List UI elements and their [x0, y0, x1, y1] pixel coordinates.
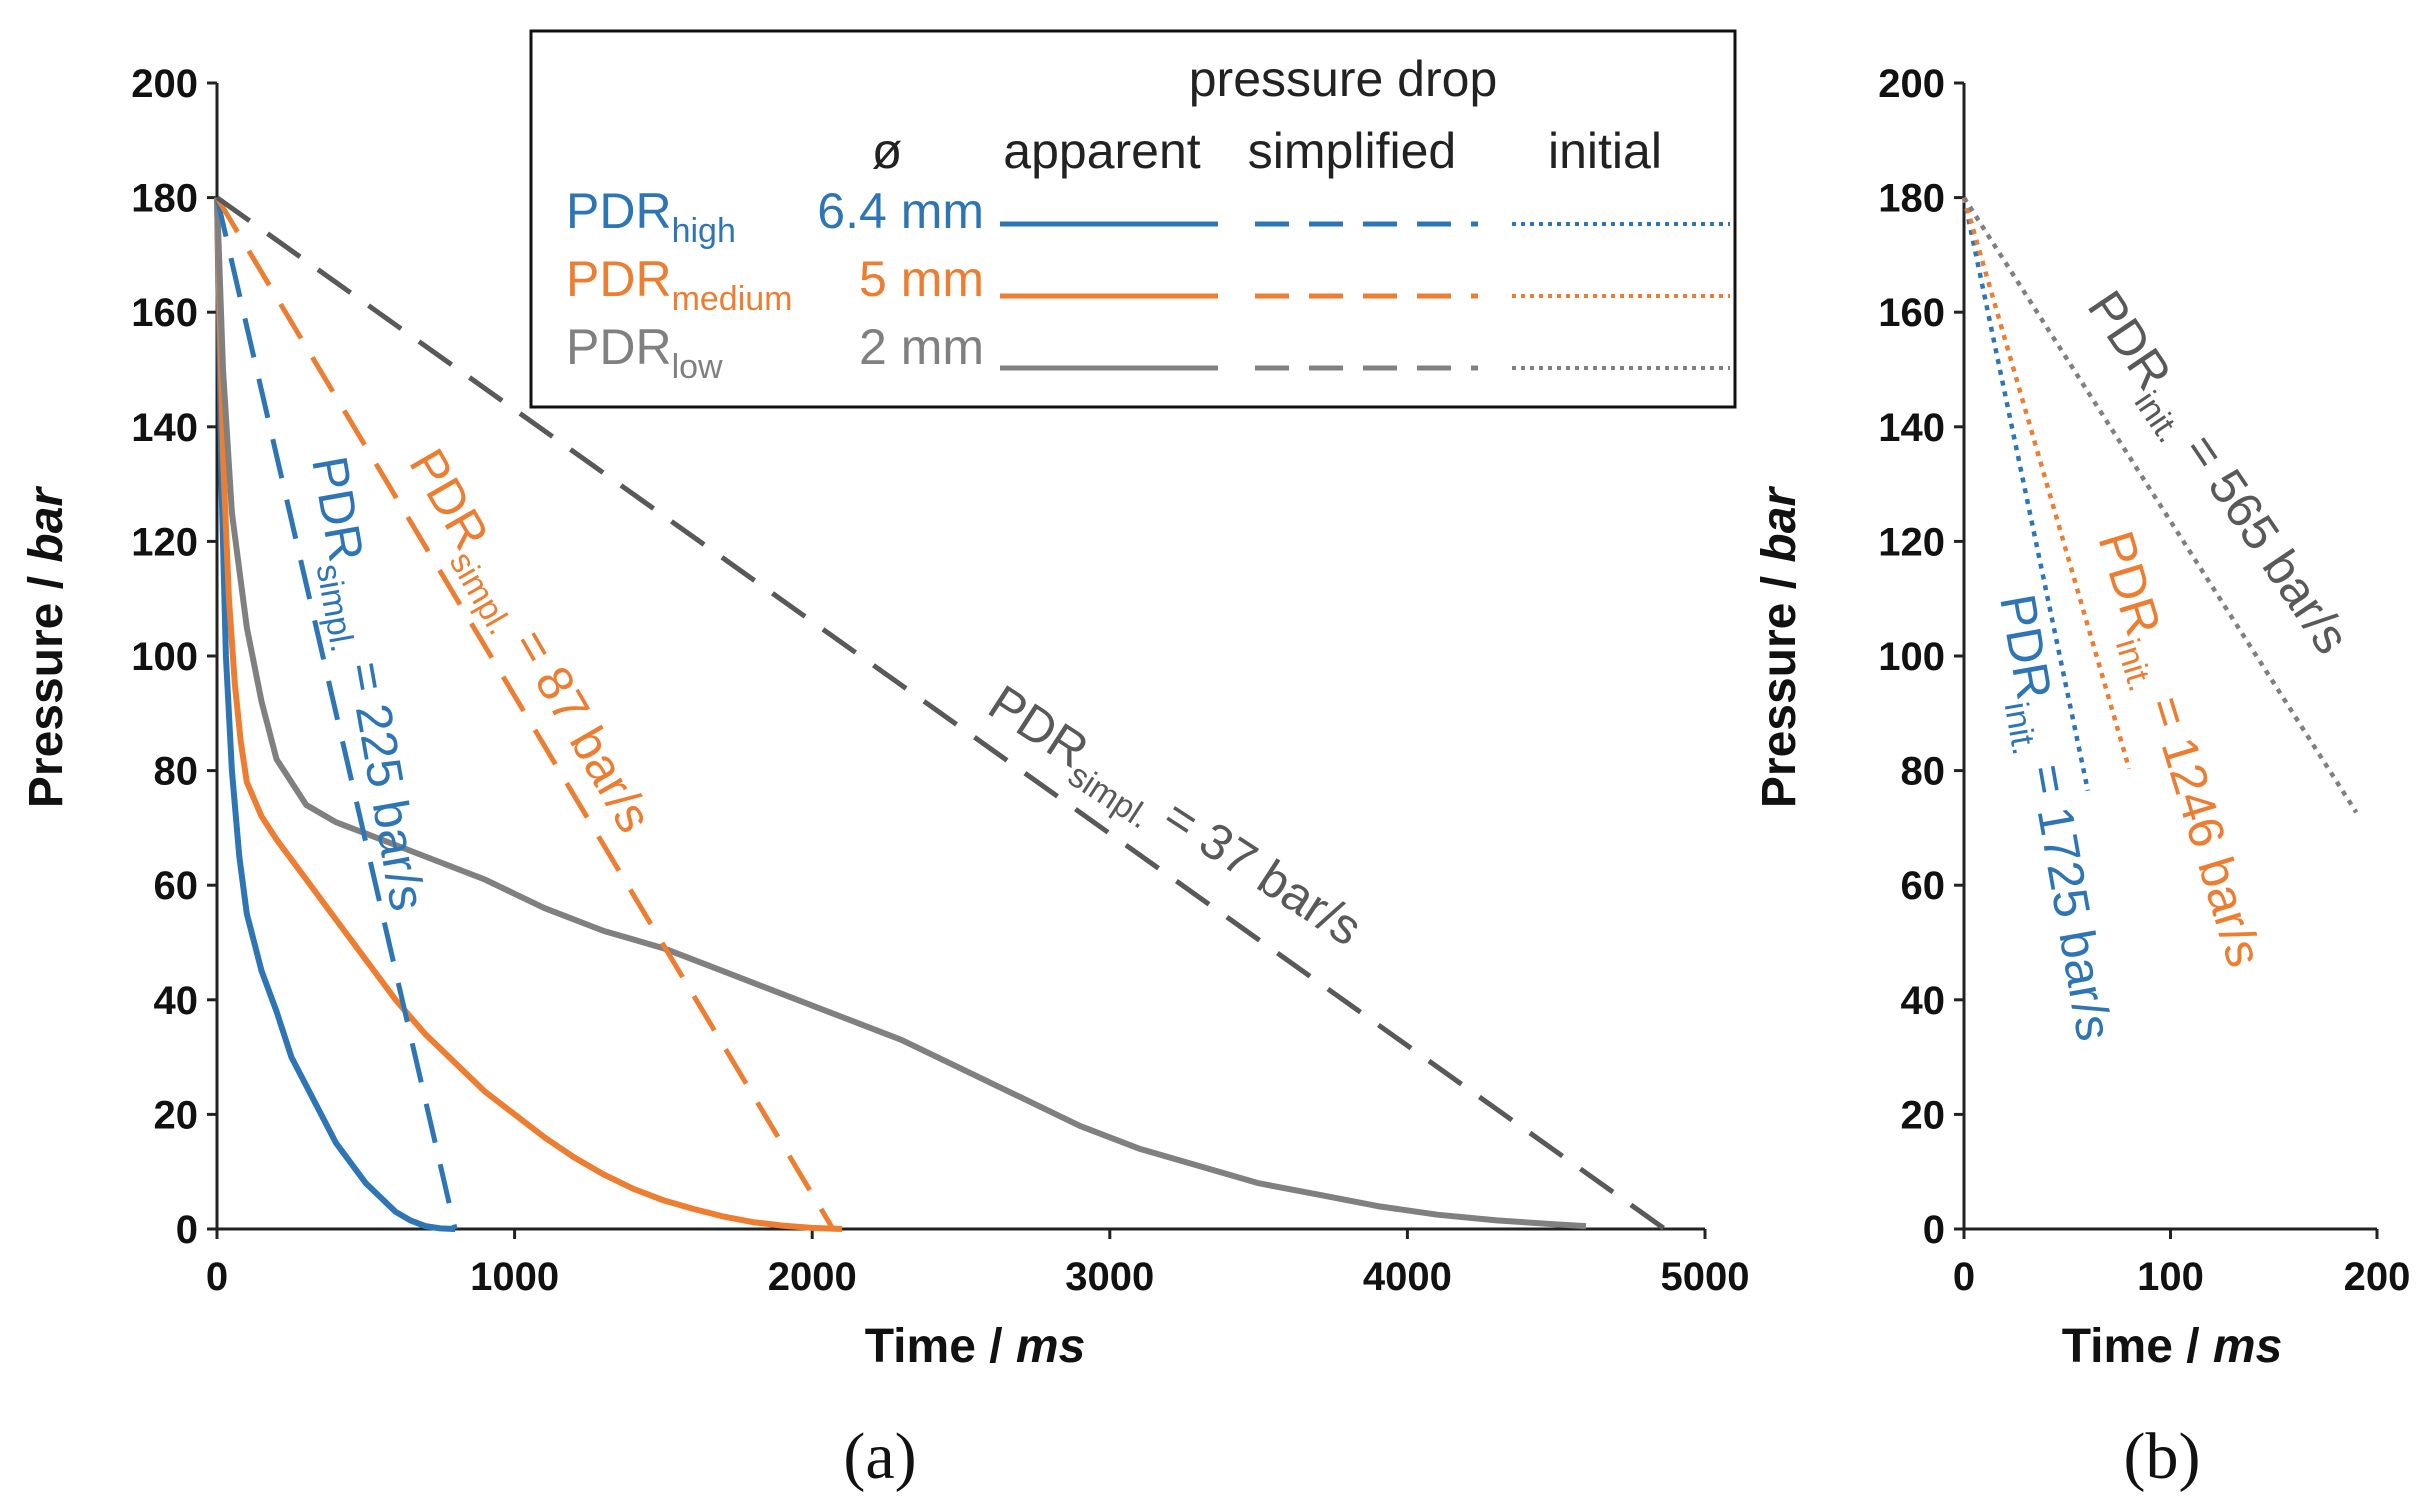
- y-tick-label: 40: [154, 979, 199, 1023]
- annotation-main: PDR: [301, 452, 374, 566]
- annotation-label: PDRsimpl. = 87 bar/s: [389, 440, 663, 848]
- y-axis-label-text: Pressure /: [20, 563, 73, 808]
- y-tick-label: 180: [1878, 177, 1945, 221]
- y-tick-label: 140: [1878, 406, 1945, 450]
- y-tick-label: 60: [1901, 864, 1946, 908]
- annotation-label: PDRsimpl. = 225 bar/s: [290, 452, 436, 916]
- annotation-value: = 1725 bar/s: [2017, 746, 2123, 1045]
- x-tick-label: 0: [1953, 1255, 1975, 1299]
- legend: pressure drop ø apparent simplified initial P…: [529, 29, 1737, 409]
- legend-row-diameter: 5 mm: [859, 251, 984, 307]
- annotation-value: = 1246 bar/s: [2134, 676, 2273, 973]
- series-pdr-medium-simplified: [214, 196, 836, 1231]
- y-tick-label: 60: [154, 864, 199, 908]
- y-tick-label: 0: [1923, 1208, 1945, 1252]
- y-tick-label: 200: [131, 62, 198, 106]
- x-axis-label-text: Time /: [865, 1320, 1016, 1373]
- annotation-sub: simpl.: [309, 561, 362, 655]
- panel-label: (a): [843, 1420, 916, 1493]
- legend-row-main: PDR: [566, 183, 672, 239]
- series-pdr-low-initial: [1962, 196, 2359, 814]
- y-tick-label: 20: [154, 1093, 199, 1137]
- x-tick-label: 200: [2344, 1255, 2411, 1299]
- x-tick-label: 4000: [1363, 1255, 1452, 1299]
- annotation-value: = 37 bar/s: [1142, 780, 1372, 956]
- series-pdr-low-simplified: [215, 195, 1667, 1232]
- legend-row-sub: medium: [672, 280, 793, 318]
- annotation-sub: init.: [1997, 699, 2044, 758]
- x-tick-label: 1000: [470, 1255, 559, 1299]
- x-tick-label: 100: [2137, 1255, 2204, 1299]
- x-tick-label: 2000: [768, 1255, 857, 1299]
- legend-diameter-header: ø: [872, 123, 903, 179]
- series-pdr-high-apparent: [214, 197, 456, 1232]
- x-axis-label-unit: ms: [1016, 1320, 1085, 1373]
- legend-row-diameter: 2 mm: [859, 319, 984, 375]
- annotation-label: PDRinit. = 1246 bar/s: [2077, 525, 2273, 977]
- x-tick-label: 5000: [1661, 1255, 1750, 1299]
- annotation-main: PDR: [2087, 525, 2171, 642]
- y-tick-label: 160: [1878, 291, 1945, 335]
- legend-row-main: PDR: [566, 251, 672, 307]
- legend-row-label: PDRmedium: [566, 251, 793, 318]
- legend-column-header: initial: [1548, 123, 1662, 179]
- annotation-label: PDRsimpl. = 37 bar/s: [973, 674, 1372, 965]
- series-pdr-high-simplified: [214, 197, 458, 1230]
- x-tick-label: 3000: [1065, 1255, 1154, 1299]
- y-tick-label: 100: [1878, 635, 1945, 679]
- y-axis-label-unit: bar: [1753, 486, 1806, 563]
- y-tick-label: 180: [131, 177, 198, 221]
- legend-row-sub: high: [672, 212, 736, 250]
- y-axis-label-text: Pressure /: [1753, 563, 1806, 808]
- legend-row-sub: low: [672, 348, 723, 386]
- series-pdr-medium-initial: [1961, 196, 2132, 770]
- y-axis-label-unit: bar: [20, 486, 73, 563]
- y-axis-label: Pressure / bar: [20, 486, 73, 809]
- y-tick-label: 100: [131, 635, 198, 679]
- legend-row-label: PDRhigh: [566, 183, 736, 250]
- series-pdr-medium-apparent: [214, 197, 843, 1232]
- legend-column-header: apparent: [1003, 123, 1200, 179]
- y-tick-label: 0: [176, 1208, 198, 1252]
- series-pdr-low-apparent: [214, 197, 1587, 1230]
- y-tick-label: 140: [131, 406, 198, 450]
- y-tick-label: 160: [131, 291, 198, 335]
- x-axis-label-unit: ms: [2213, 1320, 2282, 1373]
- legend-column-header: simplified: [1248, 123, 1456, 179]
- y-tick-label: 120: [1878, 520, 1945, 564]
- y-tick-label: 80: [154, 750, 199, 794]
- legend-row-main: PDR: [566, 319, 672, 375]
- legend-row-diameter: 6.4 mm: [817, 183, 984, 239]
- annotation-main: PDR: [398, 440, 499, 559]
- legend-title: pressure drop: [1189, 51, 1498, 107]
- y-tick-label: 20: [1901, 1093, 1946, 1137]
- x-axis-label: Time / ms: [865, 1320, 1086, 1373]
- x-tick-label: 0: [206, 1255, 228, 1299]
- x-axis-label: Time / ms: [2062, 1320, 2283, 1373]
- annotation-label: PDRinit. = 1725 bar/s: [1978, 590, 2122, 1047]
- legend-row-label: PDRlow: [566, 319, 723, 386]
- y-tick-label: 80: [1901, 750, 1946, 794]
- annotation-main: PDR: [2077, 281, 2182, 400]
- y-tick-label: 40: [1901, 979, 1946, 1023]
- panel-label: (b): [2124, 1420, 2201, 1493]
- y-tick-label: 120: [131, 520, 198, 564]
- legend-box: [529, 29, 1737, 409]
- annotation-value: = 565 bar/s: [2166, 412, 2361, 663]
- x-axis-label-text: Time /: [2062, 1320, 2213, 1373]
- y-axis-label: Pressure / bar: [1753, 486, 1806, 809]
- series-pdr-high-initial: [1961, 197, 2091, 792]
- annotation-sub: simpl.: [1062, 756, 1157, 836]
- y-tick-label: 200: [1878, 62, 1945, 106]
- chart-b: 0 20 40 60 80 100 120 140 160 180 200 0 100 200 Time /…: [1753, 62, 2410, 1493]
